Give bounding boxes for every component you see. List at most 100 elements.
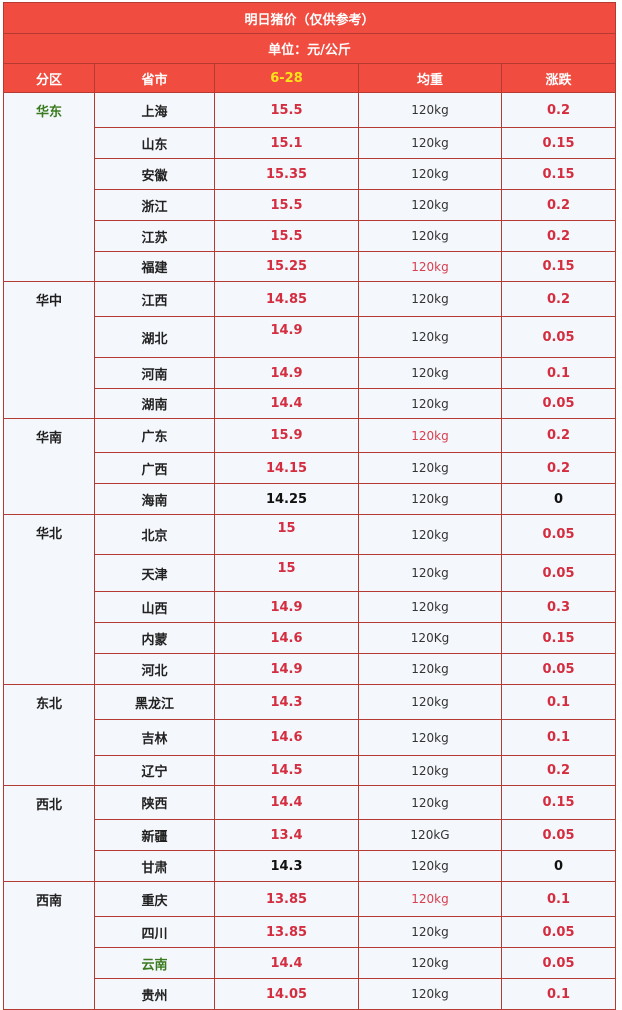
province-cell: 北京 (94, 514, 215, 555)
table-row: 河北 14.9 120kg 0.05 (4, 653, 616, 685)
weight-cell: 120kg (358, 158, 502, 190)
table-row: 东北 黑龙江 14.3 120kg 0.1 (3, 684, 616, 786)
province-cell: 安徽 (94, 158, 215, 190)
region-cell: 西北 (3, 785, 95, 882)
change-cell: 0.15 (501, 127, 616, 159)
table-row: 辽宁 14.5 120kg 0.2 (4, 755, 616, 786)
price-cell: 14.4 (214, 388, 359, 419)
price-cell: 15.5 (214, 189, 359, 221)
price-cell: 14.9 (214, 591, 359, 623)
pig-price-table: 明日猪价（仅供参考） 单位：元/公斤 分区 省市 6-28 均重 涨跌 华东 上海… (3, 2, 616, 1010)
price-cell: 15.1 (214, 127, 359, 159)
price-cell: 15.25 (214, 251, 359, 282)
weight-cell: 120kg (358, 281, 502, 317)
change-cell: 0.3 (501, 591, 616, 623)
change-cell: 0.2 (501, 189, 616, 221)
table-row: 河南 14.9 120kg 0.1 (4, 357, 616, 389)
table-row: 湖北 14.9 120kg 0.05 (4, 316, 616, 358)
province-cell: 贵州 (94, 978, 215, 1010)
table-row: 华北 北京 15 120kg 0.05 (3, 514, 616, 685)
change-cell: 0.05 (501, 554, 616, 592)
change-cell: 0.05 (501, 916, 616, 948)
weight-cell: 120kg (358, 719, 502, 756)
change-cell: 0.15 (501, 251, 616, 282)
table-row: 西南 重庆 13.85 120kg 0.1 (3, 881, 616, 1010)
weight-cell: 120kg (358, 785, 502, 820)
price-cell: 13.85 (214, 916, 359, 948)
weight-cell: 120kg (358, 554, 502, 592)
change-cell: 0.15 (501, 622, 616, 654)
weight-cell: 120kG (358, 819, 502, 851)
weight-cell: 120kg (358, 388, 502, 419)
table-row: 甘肃 14.3 120kg 0 (4, 850, 616, 882)
column-header-region: 分区 (3, 63, 95, 93)
price-cell: 15 (214, 554, 359, 592)
price-cell: 14.6 (214, 622, 359, 654)
province-cell: 湖北 (94, 316, 215, 358)
price-cell: 15.5 (214, 220, 359, 252)
price-cell: 14.5 (214, 755, 359, 786)
price-cell: 15.9 (214, 418, 359, 453)
province-cell: 四川 (94, 916, 215, 948)
province-cell: 上海 (94, 92, 215, 128)
weight-cell: 120kg (358, 357, 502, 389)
province-cell: 陕西 (94, 785, 215, 820)
price-cell: 15.35 (214, 158, 359, 190)
weight-cell: 120kg (358, 483, 502, 515)
province-cell: 重庆 (94, 881, 215, 917)
price-cell: 14.15 (214, 452, 359, 484)
price-cell: 14.3 (214, 684, 359, 720)
weight-cell: 120kg (358, 92, 502, 128)
weight-cell: 120kg (358, 881, 502, 917)
table-row: 山西 14.9 120kg 0.3 (4, 591, 616, 623)
table-body: 华东 上海 15.5 120kg 0.2 山东 15.1 120kg 0.15 安徽 15.35 12… (3, 92, 616, 1010)
price-cell: 13.85 (214, 881, 359, 917)
table-row: 浙江 15.5 120kg 0.2 (4, 189, 616, 221)
weight-cell: 120kg (358, 978, 502, 1010)
change-cell: 0.2 (501, 452, 616, 484)
weight-cell: 120kg (358, 189, 502, 221)
change-cell: 0 (501, 483, 616, 515)
column-header-weight: 均重 (358, 63, 502, 93)
table-row: 江苏 15.5 120kg 0.2 (4, 220, 616, 252)
province-cell: 山西 (94, 591, 215, 623)
weight-cell: 120kg (358, 947, 502, 979)
province-cell: 河南 (94, 357, 215, 389)
region-cell: 西南 (3, 881, 95, 1010)
price-cell: 14.85 (214, 281, 359, 317)
change-cell: 0.2 (501, 220, 616, 252)
change-cell: 0.05 (501, 653, 616, 685)
change-cell: 0.15 (501, 785, 616, 820)
weight-cell: 120kg (358, 514, 502, 555)
price-cell: 14.9 (214, 316, 359, 358)
province-cell: 湖南 (94, 388, 215, 419)
weight-cell: 120kg (358, 755, 502, 786)
price-cell: 14.4 (214, 947, 359, 979)
change-cell: 0.2 (501, 281, 616, 317)
weight-cell: 120kg (358, 316, 502, 358)
table-title: 明日猪价（仅供参考） (3, 2, 616, 34)
province-cell: 黑龙江 (94, 684, 215, 720)
province-cell: 内蒙 (94, 622, 215, 654)
price-cell: 14.4 (214, 785, 359, 820)
province-cell: 新疆 (94, 819, 215, 851)
change-cell: 0 (501, 850, 616, 882)
price-cell: 15.5 (214, 92, 359, 128)
change-cell: 0.05 (501, 819, 616, 851)
province-cell: 甘肃 (94, 850, 215, 882)
table-row: 华东 上海 15.5 120kg 0.2 (3, 92, 616, 282)
province-cell: 辽宁 (94, 755, 215, 786)
table-row: 四川 13.85 120kg 0.05 (4, 916, 616, 948)
weight-cell: 120kg (358, 418, 502, 453)
province-cell: 云南 (94, 947, 215, 979)
region-cell: 华中 (3, 281, 95, 419)
province-cell: 山东 (94, 127, 215, 159)
weight-cell: 120kg (358, 591, 502, 623)
table-row: 海南 14.25 120kg 0 (4, 483, 616, 515)
price-cell: 15 (214, 514, 359, 555)
change-cell: 0.1 (501, 684, 616, 720)
column-header-province: 省市 (94, 63, 215, 93)
region-cell: 华南 (3, 418, 95, 515)
weight-cell: 120kg (358, 850, 502, 882)
weight-cell: 120kg (358, 220, 502, 252)
